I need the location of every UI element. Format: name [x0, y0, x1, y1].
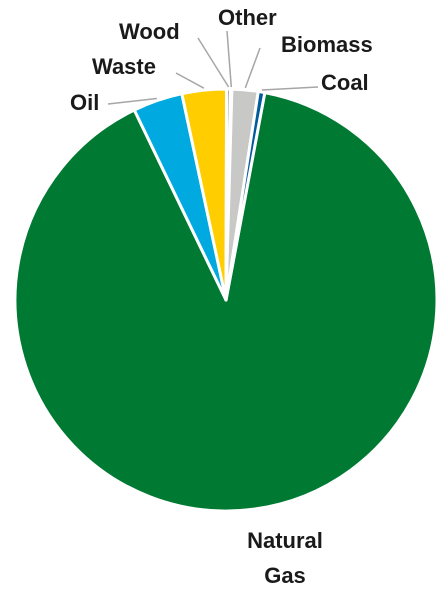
leader-wood — [197, 37, 230, 88]
label-natural-gas-line2: Gas — [264, 563, 306, 588]
slice-coal — [224, 89, 267, 302]
label-other: Other — [218, 5, 277, 30]
label-biomass: Biomass — [281, 32, 373, 57]
leader-biomass — [244, 47, 261, 89]
leader-coal — [261, 86, 319, 91]
label-natural-gas-line1: Natural — [247, 528, 323, 553]
leader-lines — [107, 30, 319, 105]
label-oil: Oil — [70, 90, 99, 115]
leader-waste — [175, 72, 205, 89]
slice-natural-gas — [13, 91, 438, 513]
label-coal: Coal — [321, 70, 369, 95]
leader-oil — [107, 97, 157, 105]
label-wood: Wood — [119, 19, 180, 44]
pie-slices — [13, 87, 438, 513]
leader-other — [226, 30, 233, 88]
label-waste: Waste — [92, 54, 156, 79]
